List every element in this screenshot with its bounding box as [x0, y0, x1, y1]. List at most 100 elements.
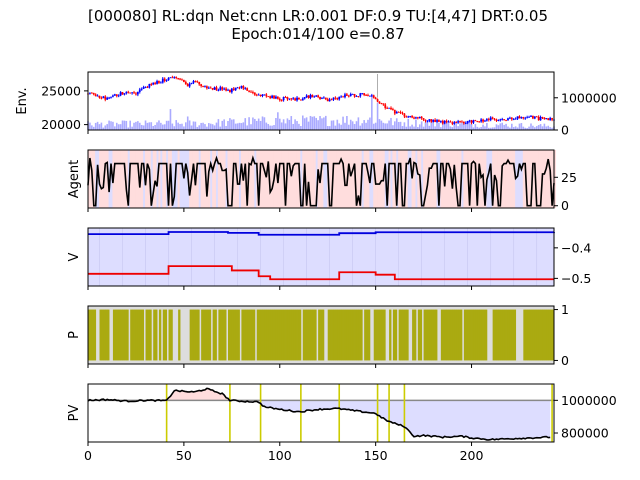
- candle-body: [148, 83, 151, 88]
- agent-shade: [89, 150, 92, 208]
- candle-body: [482, 119, 484, 122]
- position-bar: [525, 309, 528, 361]
- position-bar: [126, 309, 129, 361]
- volume-bar: [173, 126, 176, 130]
- volume-bar: [150, 122, 153, 130]
- agent-shade: [497, 150, 501, 208]
- position-bar: [417, 309, 421, 361]
- candle-body: [121, 92, 124, 95]
- candle-body: [311, 94, 314, 98]
- volume-bar: [528, 126, 530, 130]
- agent-shade: [520, 150, 524, 208]
- position-bar: [130, 309, 133, 361]
- candle-body: [253, 92, 256, 95]
- position-bar: [249, 309, 252, 361]
- agent-shade: [492, 150, 495, 208]
- agent-shade: [279, 150, 282, 208]
- candle-body: [129, 92, 132, 94]
- candle-body: [393, 109, 396, 114]
- candle-body: [461, 121, 463, 123]
- candle-body: [340, 96, 343, 98]
- candle-body: [380, 103, 383, 105]
- volume-bar: [403, 122, 406, 130]
- agent-shade: [290, 150, 294, 208]
- volume-bar: [532, 125, 534, 130]
- position-bar: [479, 309, 482, 361]
- position-bar: [358, 309, 361, 361]
- agent-shade: [448, 150, 451, 208]
- volume-bar: [384, 123, 387, 130]
- volume-bar: [177, 122, 179, 130]
- candle-body: [466, 120, 469, 124]
- agent-shade: [334, 150, 338, 208]
- candle-body: [282, 97, 285, 101]
- agent-shade: [541, 150, 545, 208]
- agent-shade: [348, 150, 351, 208]
- volume-bar: [326, 126, 329, 130]
- volume-bar: [351, 121, 354, 130]
- candle-body: [390, 107, 392, 110]
- position-bar: [260, 309, 263, 361]
- candle-body: [119, 92, 122, 96]
- volume-bar: [254, 118, 256, 130]
- volume-bar: [110, 121, 112, 130]
- position-bar: [373, 309, 377, 361]
- p-right-tick-label: 0: [561, 353, 569, 368]
- candle-body: [100, 97, 103, 99]
- candle-body: [478, 121, 481, 123]
- volume-bar: [509, 127, 511, 130]
- position-bar: [414, 309, 417, 361]
- candle-body: [549, 118, 552, 121]
- candle-body: [240, 86, 243, 88]
- position-bar: [352, 309, 355, 361]
- agent-shade: [421, 150, 424, 208]
- candle-body: [505, 120, 507, 122]
- volume-bar: [204, 124, 206, 130]
- agent-shade: [402, 150, 405, 208]
- candle-body: [173, 77, 176, 78]
- position-bar: [339, 309, 342, 361]
- position-bar: [112, 309, 116, 361]
- position-bar: [262, 309, 265, 361]
- agent-shade: [405, 150, 409, 208]
- candle-body: [426, 120, 429, 122]
- candle-body: [117, 95, 120, 97]
- p-frame: [87, 305, 555, 365]
- agent-shade: [407, 150, 411, 208]
- candle-body: [332, 97, 335, 100]
- candle-body: [415, 117, 417, 119]
- volume-bar: [407, 118, 410, 130]
- agent-shade: [196, 150, 200, 208]
- agent-shade: [323, 150, 326, 208]
- agent-shade: [93, 150, 96, 208]
- candle-body: [112, 95, 114, 97]
- candle-body: [267, 96, 270, 98]
- volume-bar: [484, 126, 486, 130]
- volume-bar: [330, 120, 333, 130]
- position-bar: [446, 309, 449, 361]
- candle-body: [376, 99, 379, 102]
- candle-body: [146, 86, 149, 88]
- candle-body: [236, 87, 239, 89]
- volume-bar: [114, 126, 116, 130]
- volume-bar: [336, 119, 339, 130]
- candle-body: [207, 87, 210, 89]
- volume-bar: [246, 125, 248, 130]
- candle-body: [171, 77, 174, 79]
- position-bar: [394, 309, 398, 361]
- volume-bar: [535, 126, 538, 130]
- position-bar: [527, 309, 530, 361]
- volume-bar: [231, 119, 233, 130]
- agent-shade: [260, 150, 263, 208]
- agent-shade: [332, 150, 336, 208]
- agent-shade: [210, 150, 213, 208]
- position-bar: [448, 309, 451, 361]
- candle-body: [123, 93, 126, 95]
- value-background: [88, 228, 554, 286]
- position-bar: [435, 309, 438, 361]
- position-bar: [511, 309, 515, 361]
- candle-body: [430, 119, 433, 122]
- position-bar: [158, 309, 162, 361]
- candle-body: [491, 117, 494, 119]
- volume-bar: [277, 112, 279, 130]
